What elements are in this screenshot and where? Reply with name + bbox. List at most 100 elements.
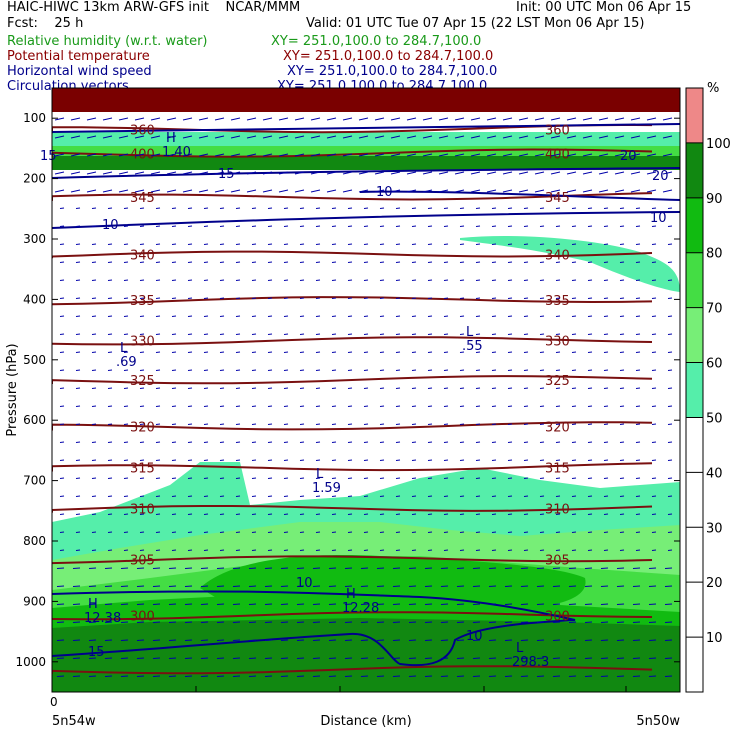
wind-vector-615 bbox=[539, 387, 545, 389]
wind-vector-737 bbox=[619, 441, 625, 443]
wind-vector-448 bbox=[363, 315, 369, 317]
wind-vector-470 bbox=[91, 333, 97, 335]
wind-vector-86 bbox=[182, 153, 193, 157]
wind-vector-964 bbox=[507, 549, 513, 551]
wind-label-1: 10 bbox=[376, 185, 393, 200]
wind-vector-489 bbox=[395, 333, 401, 335]
wind-vector-1003 bbox=[504, 567, 513, 569]
wind-vector-226 bbox=[555, 207, 561, 209]
wind-vector-620 bbox=[619, 387, 625, 389]
colorbar-label-60: 60 bbox=[706, 357, 723, 372]
wind-vector-423 bbox=[587, 297, 593, 299]
wind-vector-239 bbox=[139, 225, 145, 227]
theta-label-right-340: 340 bbox=[545, 248, 570, 263]
wind-vector-574 bbox=[507, 369, 513, 371]
wind-vector-1176 bbox=[152, 657, 161, 659]
wind-vector-701 bbox=[667, 423, 673, 425]
wind-vector-721 bbox=[363, 441, 369, 443]
wind-vector-1157 bbox=[472, 639, 481, 641]
wind-vector-1213 bbox=[120, 675, 129, 677]
wind-vector-367 bbox=[315, 279, 321, 281]
wind-vector-1237 bbox=[504, 675, 513, 677]
wind-vector-1104 bbox=[248, 621, 257, 623]
wind-vector-882 bbox=[443, 513, 449, 515]
wind-vector-59 bbox=[374, 135, 385, 139]
wind-vector-44 bbox=[134, 135, 145, 139]
wind-vector-1161 bbox=[536, 639, 545, 641]
wind-vector-542 bbox=[619, 351, 625, 353]
wind-vector-665 bbox=[91, 423, 97, 425]
wind-label-4: 10 bbox=[296, 576, 313, 591]
wind-vector-1170 bbox=[56, 657, 65, 659]
theta-label-right-305: 305 bbox=[545, 553, 570, 568]
wind-vector-73 bbox=[598, 135, 609, 139]
wind-vector-653 bbox=[523, 405, 529, 407]
wind-vector-707 bbox=[139, 441, 145, 443]
wind-vector-1216 bbox=[168, 675, 177, 677]
extremum-value-0: .55 bbox=[462, 339, 483, 354]
wind-vector-943 bbox=[171, 549, 177, 551]
wind-vector-1007 bbox=[568, 567, 577, 569]
colorbar-bin-80 bbox=[686, 197, 703, 253]
wind-vector-355 bbox=[123, 279, 129, 281]
wind-vector-679 bbox=[315, 423, 321, 425]
wind-vector-838 bbox=[363, 495, 369, 497]
wind-vector-598 bbox=[267, 387, 273, 389]
wind-vector-736 bbox=[603, 441, 609, 443]
wind-vector-1196 bbox=[472, 657, 481, 659]
wind-vector-793 bbox=[267, 477, 273, 479]
wind-vector-1039 bbox=[456, 585, 465, 587]
wind-vector-1238 bbox=[520, 675, 529, 677]
wind-vector-165 bbox=[198, 189, 209, 193]
wind-vector-462 bbox=[587, 315, 593, 317]
wind-vector-17 bbox=[326, 117, 337, 121]
wind-vector-313 bbox=[75, 261, 81, 263]
wind-vector-97 bbox=[358, 153, 369, 157]
wind-vector-15 bbox=[294, 117, 305, 121]
wind-vector-708 bbox=[155, 441, 161, 443]
wind-vector-43 bbox=[118, 135, 129, 139]
wind-vector-764 bbox=[427, 459, 433, 461]
wind-vector-124 bbox=[166, 171, 177, 175]
wind-vector-177 bbox=[390, 189, 401, 193]
wind-vector-985 bbox=[216, 567, 225, 569]
theta-contour-298.3 bbox=[52, 665, 653, 675]
wind-vector-668 bbox=[139, 423, 145, 425]
wind-vector-0 bbox=[54, 117, 65, 121]
field-xy-rh: XY= 251.0,100.0 to 284.7,100.0 bbox=[271, 34, 482, 49]
wind-vector-1046 bbox=[568, 585, 577, 587]
wind-vector-1109 bbox=[328, 621, 337, 623]
wind-vector-528 bbox=[395, 351, 401, 353]
wind-vector-1031 bbox=[328, 585, 337, 587]
wind-vector-809 bbox=[523, 477, 529, 479]
wind-vector-509 bbox=[91, 351, 97, 353]
wind-vector-907 bbox=[219, 531, 225, 533]
wind-vector-1029 bbox=[296, 585, 305, 587]
wind-vector-803 bbox=[427, 477, 433, 479]
wind-vector-67 bbox=[502, 135, 513, 139]
wind-vector-415 bbox=[459, 297, 465, 299]
field-label-wind: Horizontal wind speed bbox=[7, 64, 152, 79]
theta-label-left-300: 300 bbox=[130, 610, 155, 625]
wind-vector-1147 bbox=[312, 639, 321, 641]
wind-vector-141 bbox=[438, 171, 449, 175]
wind-vector-201 bbox=[155, 207, 161, 209]
wind-vector-811 bbox=[555, 477, 561, 479]
wind-vector-212 bbox=[331, 207, 337, 209]
wind-vector-672 bbox=[203, 423, 209, 425]
wind-vector-930 bbox=[587, 531, 593, 533]
wind-vector-558 bbox=[251, 369, 257, 371]
wind-vector-1191 bbox=[392, 657, 401, 659]
y-axis-label: Pressure (hPa) bbox=[5, 343, 20, 436]
wind-vector-682 bbox=[363, 423, 369, 425]
wind-vector-234 bbox=[59, 225, 65, 227]
wind-vector-444 bbox=[299, 315, 305, 317]
wind-vector-885 bbox=[491, 513, 497, 515]
wind-vector-396 bbox=[155, 297, 161, 299]
wind-vector-1013 bbox=[664, 567, 673, 569]
wind-vector-82 bbox=[118, 153, 129, 157]
wind-vector-1219 bbox=[216, 675, 225, 677]
wind-vector-1098 bbox=[152, 621, 161, 623]
wind-vector-492 bbox=[443, 333, 449, 335]
wind-vector-307 bbox=[603, 243, 609, 245]
